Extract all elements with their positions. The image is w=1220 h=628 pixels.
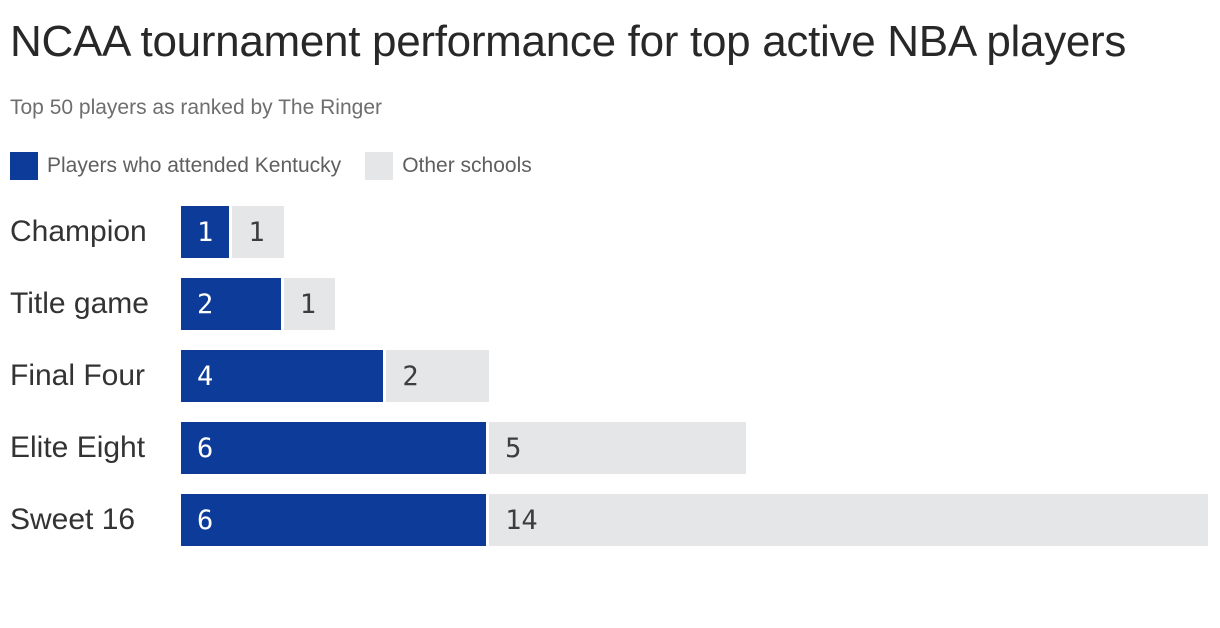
legend-label: Other schools: [402, 154, 532, 177]
bar-segment-kentucky: 4: [181, 350, 384, 402]
value-label: 1: [299, 288, 316, 320]
bar-segment-other-schools: 14: [489, 494, 1208, 546]
legend-swatch-other-schools: [365, 152, 394, 180]
legend-label: Players who attended Kentucky: [47, 154, 342, 177]
value-label: 5: [505, 432, 522, 464]
legend: Players who attended Kentucky Other schoo…: [10, 152, 1210, 180]
legend-item: Other schools: [365, 152, 532, 180]
bar-segment-kentucky: 6: [181, 422, 487, 474]
category-label: Final Four: [10, 359, 146, 392]
bar-segment-other-schools: 1: [283, 278, 336, 330]
chart-title: NCAA tournament performance for top acti…: [10, 17, 1127, 66]
value-label: 2: [402, 360, 419, 392]
bar-group: 6 14: [181, 494, 1208, 546]
value-label: 6: [197, 432, 214, 464]
chart-card: NCAA tournament performance for top acti…: [10, 17, 1210, 546]
bar-segment-kentucky: 6: [181, 494, 487, 546]
chart-row: Sweet 16 6 14: [10, 494, 1210, 546]
chart-subtitle: Top 50 players as ranked by The Ringer: [10, 96, 382, 119]
value-label: 4: [197, 360, 214, 392]
bar-segment-other-schools: 2: [386, 350, 490, 402]
category-label: Title game: [10, 287, 149, 320]
legend-item: Players who attended Kentucky: [10, 152, 341, 180]
chart-row: Final Four 4 2: [10, 350, 1210, 402]
bar-segment-other-schools: 1: [232, 206, 284, 258]
value-label: 14: [505, 504, 538, 536]
bar-segment-kentucky: 2: [181, 278, 281, 330]
chart-row: Elite Eight 6 5: [10, 422, 1210, 474]
chart-row: Title game 2 1: [10, 278, 1210, 330]
value-label: 1: [197, 216, 214, 248]
chart-row: Champion 1 1: [10, 206, 1210, 258]
bar-chart: Champion 1 1 Title game 2 1 Final Four 4 2 Elite …: [10, 206, 1210, 546]
legend-swatch-kentucky: [10, 152, 38, 180]
bar-segment-other-schools: 5: [489, 422, 746, 474]
value-label: 1: [248, 216, 265, 248]
value-label: 2: [197, 288, 214, 320]
category-label: Sweet 16: [10, 503, 136, 536]
category-label: Elite Eight: [10, 431, 146, 464]
bar-segment-kentucky: 1: [181, 206, 230, 258]
category-label: Champion: [10, 215, 147, 248]
value-label: 6: [197, 504, 214, 536]
